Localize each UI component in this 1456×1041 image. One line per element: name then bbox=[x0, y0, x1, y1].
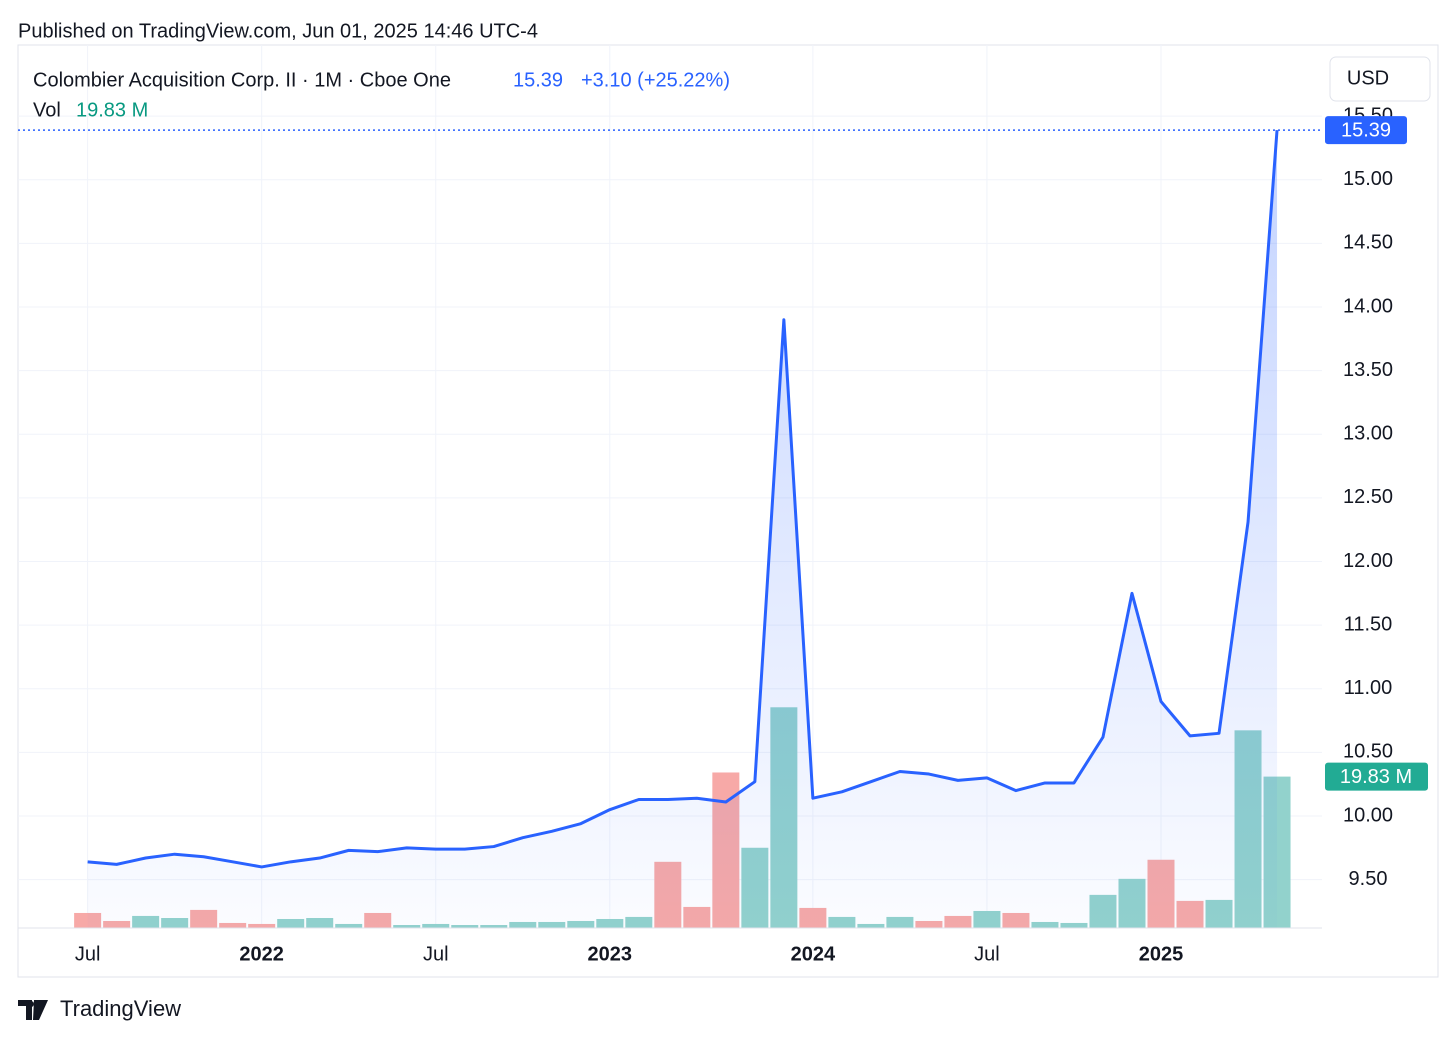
y-tick-label: 14.00 bbox=[1343, 295, 1393, 317]
x-tick-label: 2022 bbox=[239, 943, 284, 965]
x-tick-label: Jul bbox=[75, 943, 101, 965]
y-tick-label: 10.00 bbox=[1343, 804, 1393, 826]
brand-logo bbox=[18, 1000, 48, 1020]
currency: USD bbox=[1347, 67, 1389, 89]
y-tick-label: 14.50 bbox=[1343, 232, 1393, 254]
y-tick-label: 13.00 bbox=[1343, 423, 1393, 445]
y-tick-label: 10.50 bbox=[1343, 741, 1393, 763]
price-area bbox=[87, 130, 1278, 928]
chart-frame bbox=[17, 44, 1439, 978]
y-tick-label: 12.50 bbox=[1343, 486, 1393, 508]
x-tick-label: Jul bbox=[974, 943, 1000, 965]
y-tick-label: 11.50 bbox=[1344, 613, 1393, 635]
last-price: 15.39 bbox=[513, 69, 563, 91]
y-tick-label: 9.50 bbox=[1349, 868, 1388, 890]
price-change: +3.10 (+25.22%) bbox=[581, 69, 730, 91]
last-price-label: 15.39 bbox=[1341, 119, 1391, 141]
x-tick-label: 2025 bbox=[1139, 943, 1184, 965]
chart-title: Colombier Acquisition Corp. II · 1M · Cb… bbox=[33, 69, 451, 91]
last-price-badge bbox=[1325, 116, 1407, 145]
volume-name: Vol bbox=[33, 99, 61, 121]
x-tick-label: Jul bbox=[423, 943, 449, 965]
y-tick-label: 12.00 bbox=[1343, 550, 1393, 572]
brand: TradingView bbox=[60, 996, 181, 1021]
x-tick-label: 2023 bbox=[588, 943, 633, 965]
volume-badge bbox=[1325, 762, 1428, 791]
x-tick-label: 2024 bbox=[791, 943, 836, 965]
volume-last: 19.83 M bbox=[76, 99, 148, 121]
published-note: Published on TradingView.com, Jun 01, 20… bbox=[18, 20, 538, 42]
y-tick-label: 13.50 bbox=[1343, 359, 1393, 381]
y-tick-label: 15.00 bbox=[1343, 168, 1393, 190]
volume-label: 19.83 M bbox=[1340, 766, 1412, 788]
y-tick-label: 11.00 bbox=[1344, 677, 1393, 699]
currency-box bbox=[1329, 56, 1431, 102]
price-line bbox=[87, 130, 1279, 869]
